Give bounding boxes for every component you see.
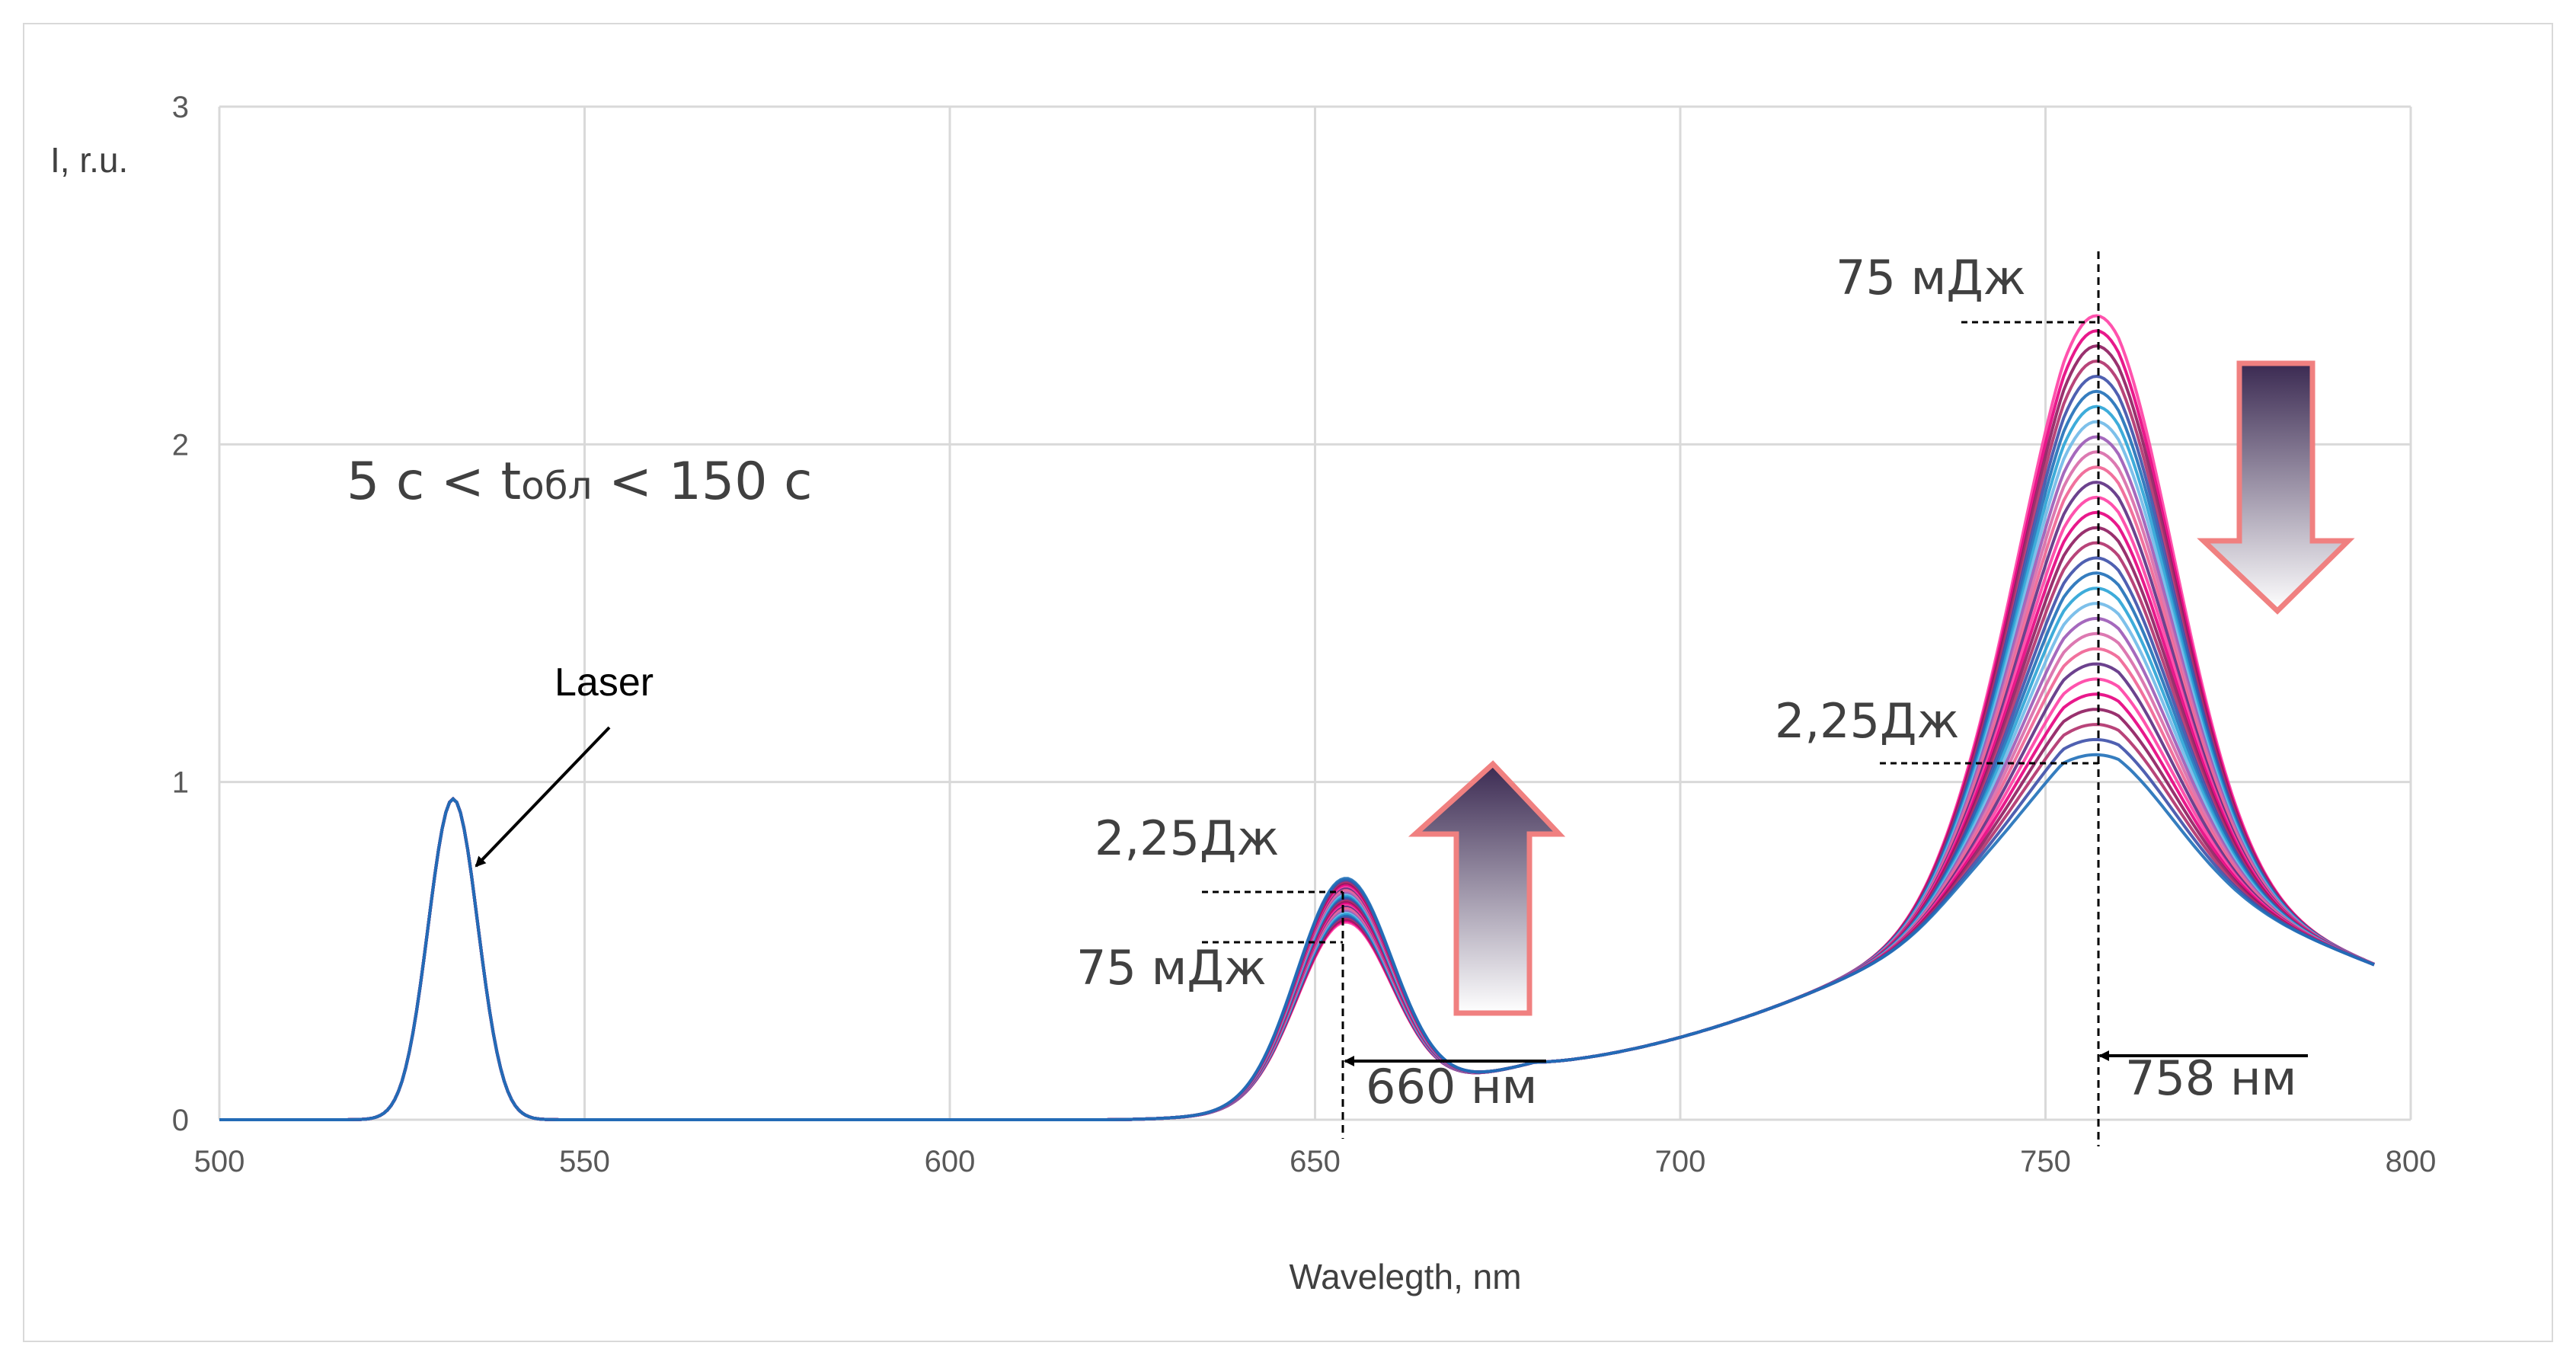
- spectrum-series-line: [219, 510, 2375, 1121]
- time-range-label: 5 с < tобл < 150 с: [347, 452, 813, 512]
- spectrum-series-line: [219, 723, 2375, 1121]
- energy-label-top-right: 75 мДж: [1836, 250, 2026, 305]
- wavelength-label-660: 660 нм: [1366, 1059, 1537, 1114]
- wavelength-label-758: 758 нм: [2125, 1050, 2296, 1106]
- x-tick-label: 700: [1655, 1145, 1706, 1178]
- energy-label-left-top: 2,25Дж: [1095, 810, 1279, 866]
- spectrum-series-line: [219, 541, 2375, 1121]
- x-tick-label: 650: [1290, 1145, 1341, 1178]
- y-axis-title: I, r.u.: [50, 140, 128, 180]
- spectrum-series-line: [219, 647, 2375, 1121]
- laser-pointer-arrow: [475, 726, 611, 868]
- x-tick-label: 750: [2020, 1145, 2071, 1178]
- x-tick-label: 800: [2386, 1145, 2437, 1178]
- y-tick-label: 1: [172, 766, 189, 800]
- energy-label-left-low: 75 мДж: [1076, 940, 1267, 996]
- spectrum-series-line: [219, 556, 2375, 1121]
- x-tick-label: 600: [925, 1145, 976, 1178]
- chart-frame: [23, 23, 2553, 1342]
- y-tick-label: 0: [172, 1104, 189, 1137]
- spectrum-series-line: [219, 571, 2375, 1121]
- spectrum-series-line: [219, 677, 2375, 1121]
- time-prefix: 5 с < t: [347, 452, 521, 512]
- spectrum-series-line: [219, 616, 2375, 1121]
- decrease-arrow-down: [2197, 360, 2355, 615]
- x-tick-label: 550: [559, 1145, 610, 1178]
- y-tick-label: 2: [172, 428, 189, 462]
- increase-arrow-up: [1408, 760, 1566, 1016]
- spectrum-series-line: [219, 587, 2375, 1121]
- grid: [218, 105, 2412, 1121]
- spectrum-series-line: [219, 662, 2375, 1121]
- spectrum-series-line: [219, 692, 2375, 1121]
- time-suffix: < 150 с: [593, 452, 813, 512]
- spectrum-series-line: [219, 631, 2375, 1121]
- spectrum-series-line: [219, 708, 2375, 1121]
- tick-labels: 500 550 600 650 700 750 800 0 1 2 3: [172, 91, 2437, 1178]
- x-tick-label: 500: [194, 1145, 245, 1178]
- spectrum-series-line: [219, 526, 2375, 1121]
- laser-label: Laser: [555, 660, 654, 705]
- energy-label-mid-right: 2,25Дж: [1775, 693, 1959, 749]
- series-lines: [219, 314, 2375, 1121]
- x-axis-title: Wavelegth, nm: [1289, 1257, 1521, 1296]
- spectrum-series-line: [219, 602, 2375, 1121]
- time-subscript: обл: [521, 464, 592, 508]
- y-tick-label: 3: [172, 91, 189, 124]
- spectrum-series-line: [219, 753, 2375, 1121]
